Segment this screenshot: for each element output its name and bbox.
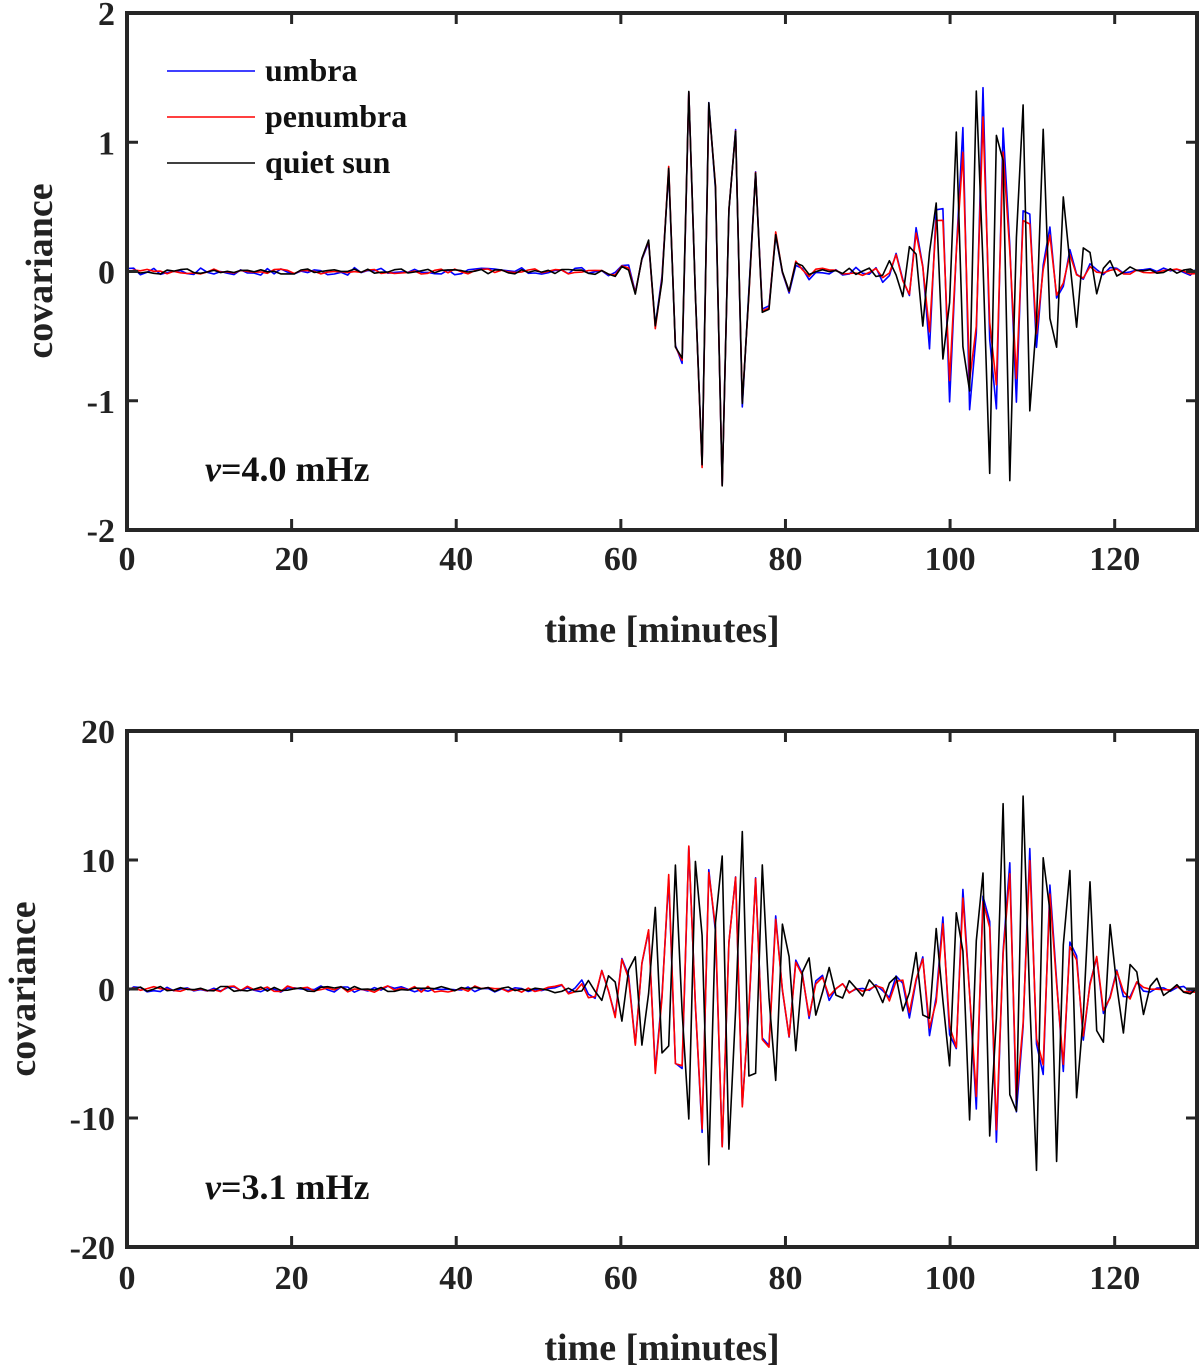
frequency-annotation: ν=4.0 mHz xyxy=(205,449,369,489)
y-tick-label: 2 xyxy=(98,0,115,33)
x-tick-label: 120 xyxy=(1089,541,1140,578)
y-tick-label: 0 xyxy=(98,255,115,292)
x-tick-label: 80 xyxy=(768,1260,802,1297)
x-tick-label: 0 xyxy=(119,1260,136,1297)
y-tick-label: -1 xyxy=(87,384,115,421)
x-tick-label: 40 xyxy=(439,1260,473,1297)
x-tick-label: 60 xyxy=(604,541,638,578)
panel-top-4mhz: 0 20 40 60 80 100 120 -2 -1 0 1 2 time [minutes] cova… xyxy=(19,0,1199,651)
y-tick-label: 1 xyxy=(98,125,115,162)
frequency-annotation: ν=3.1 mHz xyxy=(205,1167,369,1207)
x-tick-label: 100 xyxy=(925,541,976,578)
y-tick-label: 10 xyxy=(81,843,115,880)
frequency-value: =3.1 mHz xyxy=(221,1167,370,1207)
x-tick-label: 120 xyxy=(1089,1260,1140,1297)
x-axis-label: time [minutes] xyxy=(544,1327,779,1367)
frequency-value: =4.0 mHz xyxy=(221,449,370,489)
x-tick-label: 100 xyxy=(925,1260,976,1297)
legend-label-umbra: umbra xyxy=(265,52,357,88)
x-tick-label: 20 xyxy=(275,541,309,578)
y-tick-label: 20 xyxy=(81,714,115,751)
x-tick-label: 20 xyxy=(275,1260,309,1297)
nu-symbol: ν xyxy=(205,1167,222,1207)
series-line-quiet-sun xyxy=(126,90,1198,487)
nu-symbol: ν xyxy=(205,449,222,489)
legend-label-penumbra: penumbra xyxy=(265,98,407,134)
legend-label-quiet-sun: quiet sun xyxy=(265,144,391,180)
y-axis-label: covariance xyxy=(19,183,61,358)
x-axis-label: time [minutes] xyxy=(544,609,779,651)
series-line-penumbra xyxy=(126,845,1198,1148)
x-tick-label: 60 xyxy=(604,1260,638,1297)
panel-bottom-3mhz: 0 20 40 60 80 100 120 -20 -10 0 10 20 time [minutes]… xyxy=(2,714,1199,1367)
y-tick-label: 0 xyxy=(98,972,115,1009)
x-tick-label: 80 xyxy=(768,541,802,578)
y-tick-label: -10 xyxy=(70,1101,115,1138)
series-line-quiet-sun xyxy=(126,795,1198,1172)
y-tick-label: -20 xyxy=(70,1230,115,1267)
x-tick-label: 0 xyxy=(119,541,136,578)
x-tick-label: 40 xyxy=(439,541,473,578)
y-tick-label: -2 xyxy=(87,513,115,550)
y-axis-label: covariance xyxy=(2,901,44,1076)
